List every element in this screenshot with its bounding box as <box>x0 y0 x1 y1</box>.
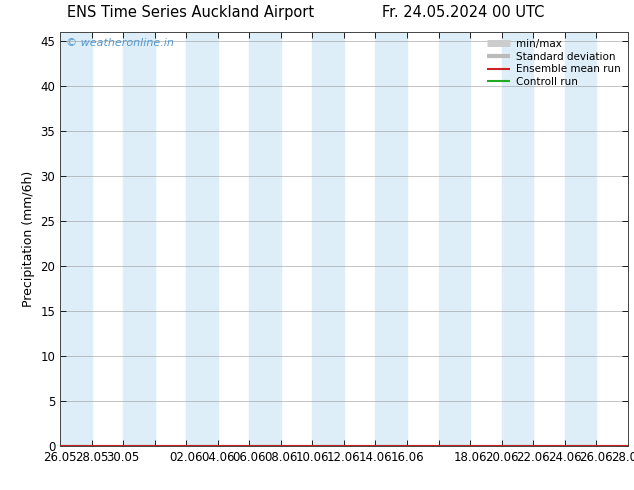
Bar <box>249 32 281 446</box>
Text: ENS Time Series Auckland Airport: ENS Time Series Auckland Airport <box>67 5 314 20</box>
Bar <box>123 32 155 446</box>
Bar <box>501 32 533 446</box>
Text: © weatheronline.in: © weatheronline.in <box>66 38 174 48</box>
Bar <box>313 32 344 446</box>
Text: Fr. 24.05.2024 00 UTC: Fr. 24.05.2024 00 UTC <box>382 5 544 20</box>
Y-axis label: Precipitation (mm/6h): Precipitation (mm/6h) <box>22 171 35 307</box>
Bar <box>60 32 92 446</box>
Bar <box>565 32 596 446</box>
Bar <box>186 32 218 446</box>
Legend: min/max, Standard deviation, Ensemble mean run, Controll run: min/max, Standard deviation, Ensemble me… <box>486 37 623 89</box>
Bar <box>439 32 470 446</box>
Bar <box>375 32 407 446</box>
